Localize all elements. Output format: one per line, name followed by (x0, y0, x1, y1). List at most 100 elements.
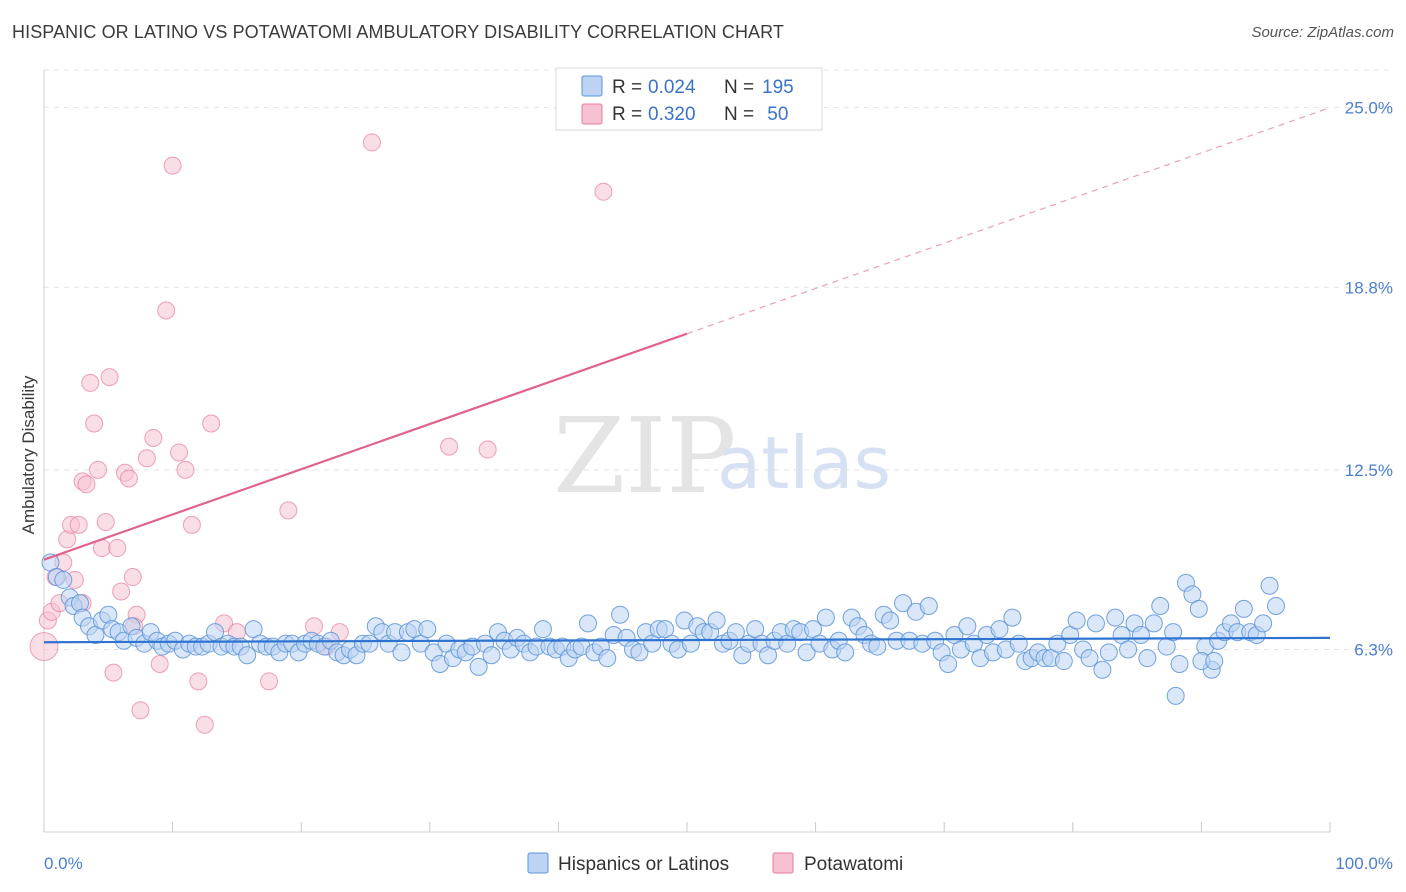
trend-lines (43, 107, 1331, 644)
hispanic-point (1170, 654, 1189, 673)
hispanic-point (418, 620, 437, 639)
hispanic-point (1093, 660, 1112, 679)
potawatomi-point (108, 539, 127, 558)
hispanic-point (469, 657, 488, 676)
y-tick-labels: 6.3% 12.5% 18.8% 25.0% (1345, 99, 1393, 660)
hispanic-point (836, 643, 855, 662)
hispanic-point (1099, 643, 1118, 662)
legend-n-label-1: N = (724, 77, 754, 98)
legend-r-value-2: 0.320 (648, 104, 696, 125)
potawatomi-point (440, 437, 459, 456)
hispanic-point (1106, 608, 1125, 627)
potawatomi-point (176, 460, 195, 479)
hispanic-point (54, 570, 73, 589)
hispanic-point (939, 654, 958, 673)
hispanic-point (816, 608, 835, 627)
hispanic-point (1144, 614, 1163, 633)
hispanic-point (1260, 576, 1279, 595)
potawatomi-point (104, 663, 123, 682)
hispanic-point (611, 605, 630, 624)
legend-n-value-2: 50 (762, 104, 788, 125)
hispanic-point (990, 620, 1009, 639)
x-tick-label-max: 100.0% (1335, 854, 1393, 873)
hispanic-point (707, 611, 726, 630)
y-tick-label: 18.8% (1345, 278, 1393, 297)
y-axis-label: Ambulatory Disability (19, 375, 38, 534)
hispanic-point (1086, 614, 1105, 633)
legend-swatch-potawatomi (581, 103, 603, 125)
potawatomi-point (594, 182, 613, 201)
hispanic-point (894, 594, 913, 613)
hispanic-point (1189, 599, 1208, 618)
hispanic-point (1254, 614, 1273, 633)
potawatomi-point (100, 368, 119, 387)
potawatomi-point (112, 582, 131, 601)
potawatomi-point (157, 301, 176, 320)
watermark-zip: ZIP (553, 395, 736, 517)
hispanic-point (598, 649, 617, 668)
potawatomi-point (96, 512, 115, 531)
watermark-atlas: atlas (717, 421, 891, 505)
legend-r-label-2: R = (612, 104, 642, 125)
hispanic-point (238, 646, 257, 665)
potawatomi-point (81, 373, 100, 392)
hispanic-point (360, 634, 379, 653)
potawatomi-point (137, 449, 156, 468)
potawatomi-trend-extension (686, 107, 1331, 335)
potawatomi-point (29, 632, 59, 662)
stats-legend: R = 0.024 N = 195 R = 0.320 N = 50 (555, 67, 823, 131)
hispanic-point (392, 643, 411, 662)
hispanic-point (1234, 599, 1253, 618)
hispanic-point (1164, 623, 1183, 642)
legend-swatch-hispanic (581, 75, 603, 97)
series-legend-swatch-hispanic (527, 852, 549, 874)
source-label: Source: ZipAtlas.com (1251, 24, 1394, 41)
hispanic-point (1266, 597, 1285, 616)
hispanic-point (1151, 597, 1170, 616)
series-legend: Hispanics or Latinos Potawatomi (527, 852, 903, 875)
hispanic-point (958, 617, 977, 636)
potawatomi-point (150, 654, 169, 673)
potawatomi-point (89, 460, 108, 479)
potawatomi-point (202, 414, 221, 433)
y-tick-label: 25.0% (1345, 99, 1393, 118)
potawatomi-point (362, 133, 381, 152)
legend-n-value-1: 195 (762, 77, 794, 98)
hispanic-point (1205, 652, 1224, 671)
potawatomi-point (163, 156, 182, 175)
hispanic-point (919, 597, 938, 616)
hispanic-point (1119, 640, 1138, 659)
potawatomi-point (279, 501, 298, 520)
potawatomi-point (77, 475, 96, 494)
hispanic-point (533, 620, 552, 639)
hispanic-point (881, 611, 900, 630)
y-tick-label: 12.5% (1345, 461, 1393, 480)
gridlines (44, 69, 1394, 650)
potawatomi-point (85, 414, 104, 433)
hispanic-point (1166, 686, 1185, 705)
hispanic-point (578, 614, 597, 633)
x-axis-ticks (43, 822, 1331, 832)
potawatomi-point (69, 515, 88, 534)
potawatomi-point (131, 701, 150, 720)
potawatomi-point (195, 715, 214, 734)
hispanic-point (1138, 649, 1157, 668)
potawatomi-point (182, 515, 201, 534)
hispanic-point (482, 646, 501, 665)
potawatomi-point (123, 568, 142, 587)
series-legend-swatch-potawatomi (772, 852, 794, 874)
hispanic-trend-line (43, 636, 1331, 644)
potawatomi-point (478, 440, 497, 459)
y-tick-label: 6.3% (1354, 640, 1393, 659)
hispanic-point (630, 643, 649, 662)
series-legend-label-hispanic: Hispanics or Latinos (558, 854, 729, 875)
hispanic-point (797, 643, 816, 662)
chart-title: HISPANIC OR LATINO VS POTAWATOMI AMBULAT… (12, 22, 785, 42)
potawatomi-point (144, 428, 163, 447)
hispanic-point (1009, 634, 1028, 653)
potawatomi-point (170, 443, 189, 462)
potawatomi-point (260, 672, 279, 691)
hispanic-point (1067, 611, 1086, 630)
legend-n-label-2: N = (724, 104, 754, 125)
